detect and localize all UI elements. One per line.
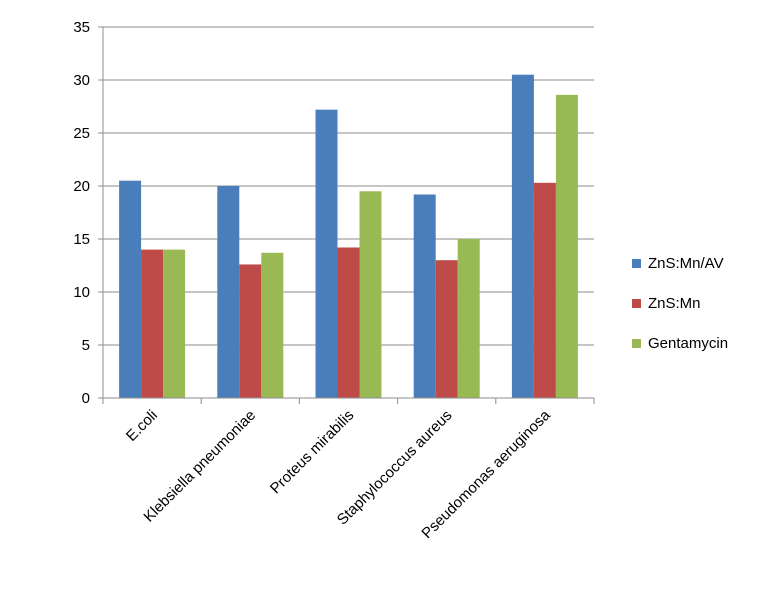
legend-label: ZnS:Mn/AV (648, 254, 724, 272)
y-tick-label: 25 (73, 125, 90, 142)
bar (555, 94, 578, 398)
bar (119, 180, 142, 398)
bar (457, 239, 480, 398)
bars (119, 74, 578, 399)
bar (239, 264, 262, 398)
bar (315, 109, 338, 399)
y-tick-label: 10 (73, 284, 90, 301)
bar (359, 191, 382, 398)
legend-item: Gentamycin (632, 332, 762, 354)
x-tick-label: Klebsiella pneumoniae (140, 407, 259, 526)
legend-item: ZnS:Mn/AV (632, 252, 762, 274)
bar (163, 249, 186, 398)
y-tick-label: 20 (73, 178, 90, 195)
legend: ZnS:Mn/AV ZnS:Mn Gentamycin (632, 252, 762, 372)
y-tick-label: 30 (73, 72, 90, 89)
y-tick-label: 5 (82, 337, 90, 354)
x-tick-label: E.coli (123, 407, 161, 445)
legend-label: ZnS:Mn (648, 294, 701, 312)
legend-label: Gentamycin (648, 334, 729, 352)
y-tick-label: 0 (82, 390, 90, 407)
legend-swatch (632, 258, 641, 268)
bar (435, 260, 458, 398)
y-tick-label: 35 (73, 19, 90, 36)
bar (413, 194, 436, 398)
bar (217, 186, 240, 398)
y-tick-label: 15 (73, 231, 90, 248)
bar (511, 74, 534, 398)
y-tick-labels: 0 5 10 15 20 25 30 35 (73, 19, 90, 407)
bar (141, 249, 164, 398)
legend-item: ZnS:Mn (632, 292, 762, 314)
bar (337, 247, 360, 398)
bar (533, 182, 556, 398)
x-tick-label: Proteus mirabilis (267, 407, 357, 497)
legend-swatch (632, 298, 641, 308)
axes (98, 26, 595, 404)
legend-swatch (632, 338, 641, 348)
bar (261, 252, 284, 398)
